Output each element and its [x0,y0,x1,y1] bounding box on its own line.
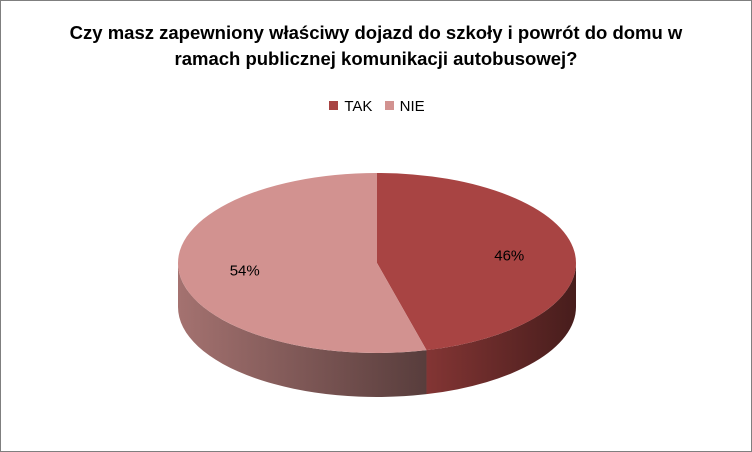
legend-swatch-tak [329,101,339,110]
legend-swatch-nie [384,101,394,110]
pie-side-tak [426,263,576,395]
chart-legend: TAK NIE [1,98,752,115]
pie-slice-tak [377,172,577,351]
data-label-tak: 46% [494,247,524,264]
pie-side-nie [178,263,427,397]
legend-label-nie: NIE [399,98,425,115]
legend-item-tak: TAK [329,98,372,115]
legend-label-tak: TAK [344,98,373,115]
legend-item-nie: NIE [384,98,425,115]
pie-slice-nie [178,173,427,353]
chart-title: Czy masz zapewniony właściwy dojazd do s… [69,22,683,69]
data-label-nie: 54% [230,263,260,280]
